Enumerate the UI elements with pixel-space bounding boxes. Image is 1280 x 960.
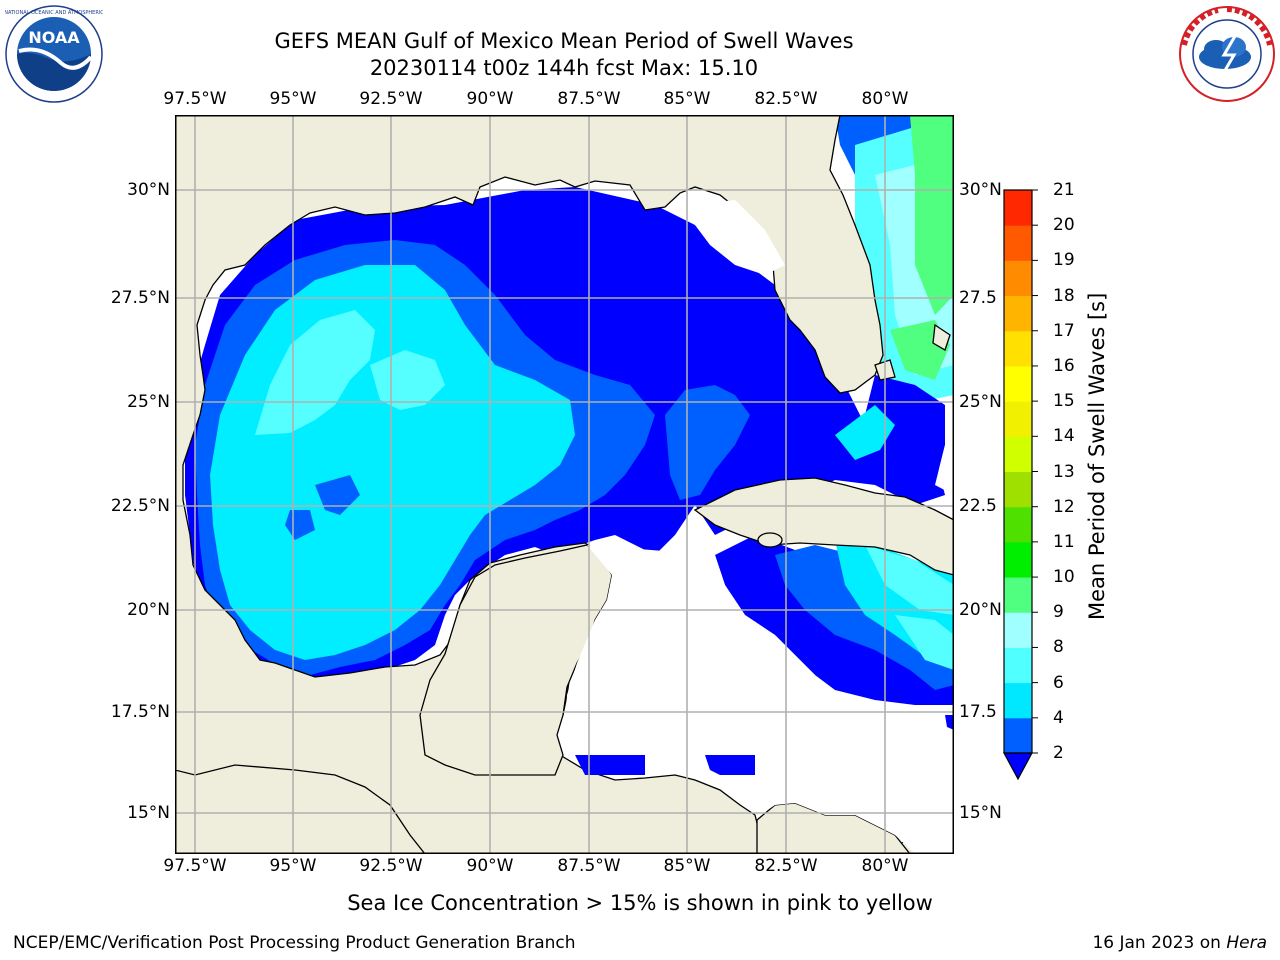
lat-tick-label-right: 15°N [959,803,1002,823]
colorbar-segment [1004,506,1032,543]
colorbar-segment [1004,647,1032,684]
colorbar-segment [1004,612,1032,648]
lon-tick-label-bottom: 82.5°W [754,856,818,876]
colorbar-extend-arrow [1002,752,1034,781]
colorbar-label: Mean Period of Swell Waves [s] [1085,292,1109,620]
lat-tick-label-left: 20°N [127,600,170,620]
colorbar-tick-label: 20 [1053,215,1075,236]
lon-tick-label-bottom: 87.5°W [557,856,621,876]
lat-tick-label-right: 22.5 [959,496,997,516]
colorbar-tick-label: 15 [1053,391,1075,412]
colorbar-tick-label: 13 [1053,461,1075,482]
colorbar-tick-label: 19 [1053,250,1075,271]
colorbar-segment [1004,471,1032,508]
colorbar-tick-label: 2 [1053,743,1064,763]
colorbar-segment [1004,190,1032,226]
lon-tick-label-bottom: 95°W [269,856,317,876]
map-frame [175,115,954,854]
lat-tick-label-left: 17.5°N [110,702,170,722]
colorbar-tick-label: 4 [1053,707,1064,728]
lat-tick-label-right: 17.5 [959,702,997,722]
lat-tick-label-left: 15°N [127,803,170,823]
land [175,115,954,854]
nws-logo-icon [1178,5,1276,103]
noaa-logo-icon: NOAA NATIONAL OCEANIC AND ATMOSPHERIC [4,5,104,103]
graticule [175,115,954,854]
land-isla-juventud [757,532,783,548]
colorbar-tick-label: 6 [1053,672,1064,693]
colorbar-segment [1004,682,1032,719]
lon-tick-label-top: 85°W [663,89,711,109]
colorbar-tick-label: 16 [1053,355,1075,376]
colorbar-segment [1004,401,1032,437]
swell-atlantic-green [910,115,954,315]
colorbar-segment [1004,541,1032,578]
lon-tick-label-bottom: 92.5°W [359,856,423,876]
colorbar-segment [1004,260,1032,297]
lat-tick-label-right: 25°N [959,392,1002,412]
lat-tick-label-right: 27.5 [959,288,997,308]
colorbar-segment [1004,577,1032,613]
lat-tick-label-right: 30°N [959,180,1002,200]
lon-tick-label-top: 87.5°W [557,89,621,109]
lon-tick-label-bottom: 85°W [663,856,711,876]
lon-tick-label-top: 95°W [269,89,317,109]
colorbar-segment [1004,225,1032,261]
lat-tick-label-left: 25°N [127,392,170,412]
lon-tick-label-top: 92.5°W [359,89,423,109]
lon-tick-label-top: 97.5°W [163,89,227,109]
colorbar-segment [1004,330,1032,367]
lat-tick-label-left: 30°N [127,180,170,200]
colorbar-tick-label: 17 [1053,320,1075,341]
swell-band-6to8 [255,310,375,435]
colorbar-tick-label: 10 [1053,567,1075,588]
lon-tick-label-top: 90°W [466,89,514,109]
colorbar-segment [1004,717,1032,754]
sea-ice-note: Sea Ice Concentration > 15% is shown in … [347,891,933,915]
footer-date: 16 Jan 2023 on Hera [1092,933,1267,953]
colorbar-segment [1004,436,1032,472]
lat-tick-label-left: 22.5°N [110,496,170,516]
footer-host: Hera [1226,933,1267,953]
colorbar-tick-label: 18 [1053,285,1075,306]
lon-tick-label-bottom: 97.5°W [163,856,227,876]
colorbar-tick-label: 14 [1053,426,1075,447]
map-panel [175,115,954,854]
lon-tick-label-top: 80°W [861,89,909,109]
swell-band-6to8-b [370,350,445,410]
lon-tick-label-bottom: 90°W [466,856,514,876]
svg-text:NOAA: NOAA [28,28,80,47]
colorbar-tick-label: 21 [1053,180,1075,200]
footer-date-text: 16 Jan 2023 on [1092,933,1227,953]
svg-text:NATIONAL OCEANIC AND ATMOSPHER: NATIONAL OCEANIC AND ATMOSPHERIC [5,10,103,16]
colorbar [1000,185,1040,785]
lon-tick-label-top: 82.5°W [754,89,818,109]
lon-tick-label-bottom: 80°W [861,856,909,876]
lat-tick-label-right: 20°N [959,600,1002,620]
footer-credit: NCEP/EMC/Verification Post Processing Pr… [13,933,576,953]
colorbar-tick-label: 8 [1053,637,1064,658]
colorbar-tick-label: 11 [1053,531,1075,552]
map-subtitle: 20230114 t00z 144h fcst Max: 15.10 [369,56,759,80]
colorbar-tick-label: 12 [1053,496,1075,517]
map-title: GEFS MEAN Gulf of Mexico Mean Period of … [274,29,854,53]
colorbar-segment [1004,295,1032,332]
lat-tick-label-left: 27.5°N [110,288,170,308]
colorbar-tick-label: 9 [1053,602,1064,623]
colorbar-segment [1004,365,1032,402]
